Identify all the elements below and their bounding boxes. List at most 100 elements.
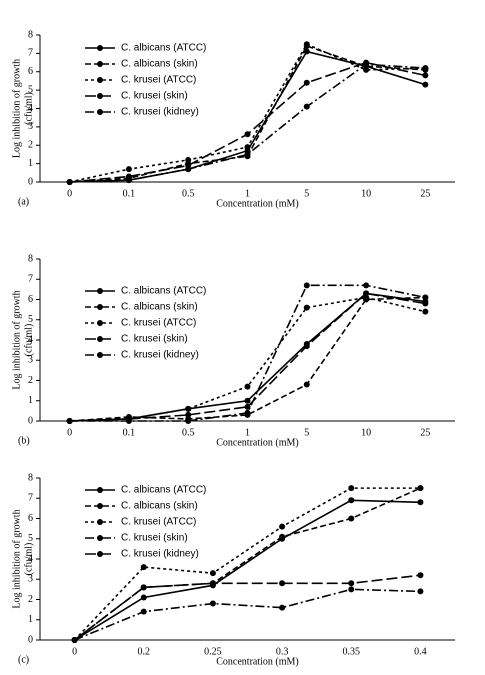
y-tick-label: 4 <box>28 334 33 345</box>
y-tick-label: 6 <box>28 66 33 77</box>
data-point <box>185 418 192 424</box>
y-tick-label: 2 <box>28 375 33 386</box>
y-axis-label: (cfu/ml) <box>23 92 34 125</box>
x-tick-label: 25 <box>420 427 430 438</box>
x-tick-label: 1 <box>245 188 250 199</box>
x-tick-label: 0 <box>67 427 72 438</box>
data-point <box>209 600 216 607</box>
legend-label: C. albicans (skin) <box>121 302 198 313</box>
legend-label: C. krusei (ATCC) <box>121 517 196 528</box>
data-point <box>66 418 73 424</box>
data-point <box>422 300 429 307</box>
data-point <box>244 409 251 416</box>
legend-label: C. krusei (kidney) <box>121 350 199 361</box>
y-axis-label: Log inhibition of growth <box>11 290 22 389</box>
y-axis-label: (cfu/ml) <box>23 324 34 357</box>
legend-marker <box>97 551 103 557</box>
x-tick-label: 0 <box>72 646 77 657</box>
x-tick-label: 0.35 <box>343 646 361 657</box>
legend-label: C. krusei (ATCC) <box>121 318 196 329</box>
legend-label: C. krusei (ATCC) <box>121 75 196 86</box>
series <box>71 586 424 643</box>
series-line <box>74 487 421 641</box>
y-tick-label: 5 <box>28 533 33 544</box>
y-tick-label: 2 <box>28 594 33 605</box>
x-tick-label: 0.4 <box>414 646 427 657</box>
legend-label: C. krusei (skin) <box>121 533 188 544</box>
data-point <box>303 79 310 86</box>
data-point <box>279 604 286 611</box>
legend-label: C. albicans (ATCC) <box>121 43 206 54</box>
legend-marker <box>97 352 103 358</box>
x-axis-label: Concentration (mM) <box>216 656 298 667</box>
legend-marker <box>97 61 103 67</box>
data-point <box>140 594 147 601</box>
legend-label: C. krusei (kidney) <box>121 107 199 118</box>
data-point <box>279 533 286 540</box>
data-point <box>348 515 355 522</box>
legend-marker <box>97 320 103 326</box>
y-tick-label: 7 <box>28 48 33 59</box>
x-tick-label: 0.5 <box>182 427 195 438</box>
data-point <box>422 308 429 315</box>
legend-marker <box>97 519 103 525</box>
data-point <box>244 397 251 404</box>
legend-label: C. krusei (skin) <box>121 91 188 102</box>
y-tick-label: 8 <box>28 253 33 264</box>
y-axis-label: Log inhibition of growth <box>11 509 22 608</box>
data-point <box>417 485 424 492</box>
series-line <box>74 588 421 641</box>
x-tick-label: 5 <box>304 427 309 438</box>
panel-label: (c) <box>18 654 29 665</box>
legend-marker <box>97 503 103 509</box>
legend-label: C. albicans (ATCC) <box>121 485 206 496</box>
series-line <box>74 574 421 641</box>
legend-marker <box>97 336 103 342</box>
y-tick-label: 7 <box>28 493 33 504</box>
y-tick-label: 3 <box>28 355 33 366</box>
data-point <box>363 66 370 73</box>
y-tick-label: 0 <box>28 634 33 645</box>
y-tick-label: 1 <box>28 158 33 169</box>
x-tick-label: 0.5 <box>182 188 195 199</box>
data-point <box>71 637 78 643</box>
y-tick-label: 3 <box>28 574 33 585</box>
data-point <box>244 131 251 138</box>
series <box>66 282 429 424</box>
data-point <box>363 282 370 289</box>
data-point <box>348 485 355 492</box>
data-point <box>417 572 424 579</box>
data-point <box>303 381 310 388</box>
y-tick-label: 5 <box>28 314 33 325</box>
legend-marker <box>97 487 103 493</box>
data-point <box>422 81 429 88</box>
series <box>66 59 429 185</box>
legend-label: C. krusei (skin) <box>121 334 188 345</box>
legend-marker <box>97 77 103 83</box>
data-point <box>279 523 286 530</box>
x-tick-label: 0.25 <box>204 646 222 657</box>
y-axis-label: Log inhibition of growth <box>11 59 22 158</box>
data-point <box>209 580 216 587</box>
legend-marker <box>97 93 103 99</box>
data-point <box>125 166 132 173</box>
data-point <box>417 588 424 595</box>
y-tick-label: 6 <box>28 294 33 305</box>
y-tick-label: 8 <box>28 29 33 40</box>
data-point <box>303 304 310 311</box>
legend-label: C. albicans (skin) <box>121 501 198 512</box>
x-tick-label: 1 <box>245 427 250 438</box>
y-tick-label: 7 <box>28 274 33 285</box>
y-tick-label: 0 <box>28 415 33 426</box>
y-tick-label: 5 <box>28 84 33 95</box>
x-tick-label: 5 <box>304 188 309 199</box>
panel-label: (b) <box>18 435 30 446</box>
data-point <box>185 166 192 173</box>
x-tick-label: 25 <box>420 188 430 199</box>
legend-marker <box>97 304 103 310</box>
x-tick-label: 0 <box>67 188 72 199</box>
data-point <box>348 497 355 504</box>
data-point <box>244 383 251 390</box>
legend-label: C. albicans (ATCC) <box>121 286 206 297</box>
